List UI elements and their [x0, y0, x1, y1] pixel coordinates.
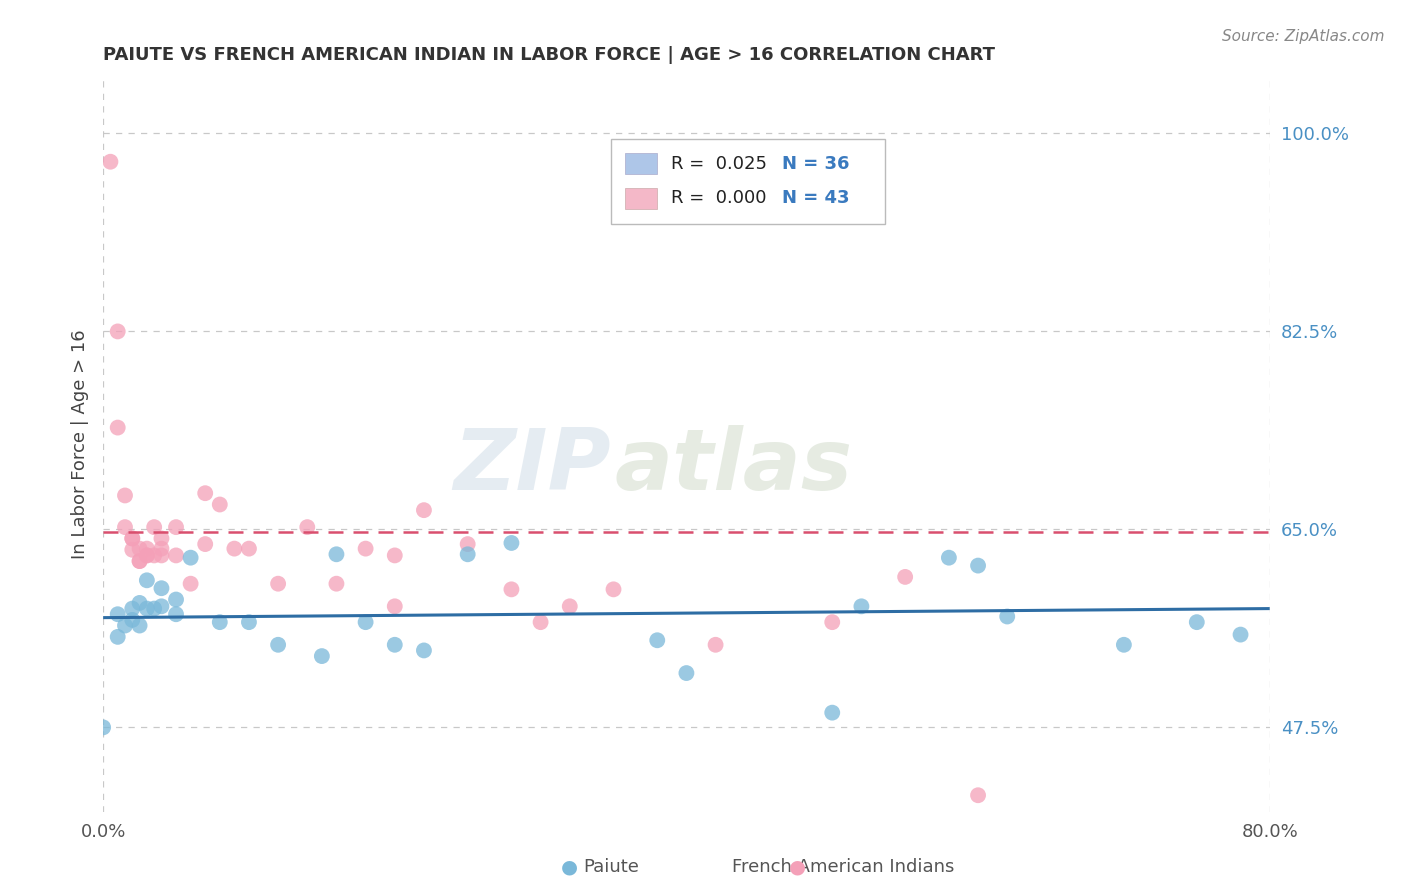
- Point: [143, 520, 166, 534]
- Point: [135, 549, 157, 563]
- Point: [91, 720, 114, 734]
- Point: [675, 666, 697, 681]
- Point: [1229, 627, 1251, 641]
- Point: [150, 532, 173, 546]
- Point: [354, 615, 377, 629]
- Point: [267, 638, 290, 652]
- Point: [107, 325, 129, 339]
- Point: [384, 599, 406, 614]
- Point: [128, 596, 150, 610]
- Point: [135, 601, 157, 615]
- Point: [1112, 638, 1135, 652]
- Y-axis label: In Labor Force | Age > 16: In Labor Force | Age > 16: [72, 330, 89, 559]
- Point: [165, 607, 187, 622]
- Point: [967, 789, 990, 803]
- Point: [121, 542, 143, 557]
- Point: [208, 615, 231, 629]
- Point: [150, 541, 173, 556]
- Point: [384, 638, 406, 652]
- Point: [180, 550, 202, 565]
- Point: [297, 520, 319, 534]
- Point: [114, 520, 136, 534]
- Point: [457, 547, 479, 561]
- Text: N = 36: N = 36: [782, 154, 849, 173]
- FancyBboxPatch shape: [624, 188, 657, 209]
- Point: [135, 574, 157, 588]
- Point: [704, 638, 727, 652]
- Text: R =  0.000: R = 0.000: [671, 189, 766, 207]
- Point: [121, 613, 143, 627]
- Point: [529, 615, 551, 629]
- FancyBboxPatch shape: [610, 139, 884, 224]
- FancyBboxPatch shape: [624, 153, 657, 174]
- Point: [238, 541, 260, 556]
- Point: [121, 532, 143, 546]
- Text: ●: ●: [789, 857, 806, 877]
- Point: [165, 549, 187, 563]
- Text: N = 43: N = 43: [782, 189, 849, 207]
- Point: [413, 643, 436, 657]
- Point: [384, 549, 406, 563]
- Text: PAIUTE VS FRENCH AMERICAN INDIAN IN LABOR FORCE | AGE > 16 CORRELATION CHART: PAIUTE VS FRENCH AMERICAN INDIAN IN LABO…: [103, 46, 995, 64]
- Point: [121, 601, 143, 615]
- Text: R =  0.025: R = 0.025: [671, 154, 768, 173]
- Point: [311, 649, 333, 664]
- Text: Paiute: Paiute: [583, 858, 640, 876]
- Point: [114, 618, 136, 632]
- Point: [413, 503, 436, 517]
- Point: [150, 599, 173, 614]
- Point: [194, 486, 217, 500]
- Point: [457, 537, 479, 551]
- Point: [128, 541, 150, 556]
- Point: [821, 706, 844, 720]
- Point: [1185, 615, 1208, 629]
- Point: [150, 549, 173, 563]
- Text: ZIP: ZIP: [453, 425, 610, 508]
- Point: [194, 537, 217, 551]
- Point: [894, 570, 917, 584]
- Point: [995, 609, 1018, 624]
- Point: [325, 576, 347, 591]
- Text: atlas: atlas: [614, 425, 852, 508]
- Point: [121, 532, 143, 546]
- Point: [100, 154, 122, 169]
- Point: [602, 582, 624, 597]
- Text: ●: ●: [561, 857, 578, 877]
- Point: [165, 592, 187, 607]
- Text: Source: ZipAtlas.com: Source: ZipAtlas.com: [1222, 29, 1385, 44]
- Point: [208, 498, 231, 512]
- Point: [114, 488, 136, 502]
- Point: [143, 601, 166, 615]
- Point: [135, 541, 157, 556]
- Point: [967, 558, 990, 573]
- Point: [501, 582, 523, 597]
- Point: [851, 599, 873, 614]
- Point: [558, 599, 581, 614]
- Point: [107, 420, 129, 434]
- Point: [267, 576, 290, 591]
- Point: [501, 536, 523, 550]
- Point: [325, 547, 347, 561]
- Point: [143, 549, 166, 563]
- Point: [107, 630, 129, 644]
- Point: [128, 554, 150, 568]
- Point: [135, 549, 157, 563]
- Point: [938, 550, 960, 565]
- Point: [165, 520, 187, 534]
- Point: [224, 541, 246, 556]
- Point: [128, 554, 150, 568]
- Point: [150, 581, 173, 595]
- Point: [645, 633, 668, 648]
- Point: [107, 607, 129, 622]
- Point: [238, 615, 260, 629]
- Text: French American Indians: French American Indians: [733, 858, 955, 876]
- Point: [354, 541, 377, 556]
- Point: [180, 576, 202, 591]
- Point: [128, 618, 150, 632]
- Point: [821, 615, 844, 629]
